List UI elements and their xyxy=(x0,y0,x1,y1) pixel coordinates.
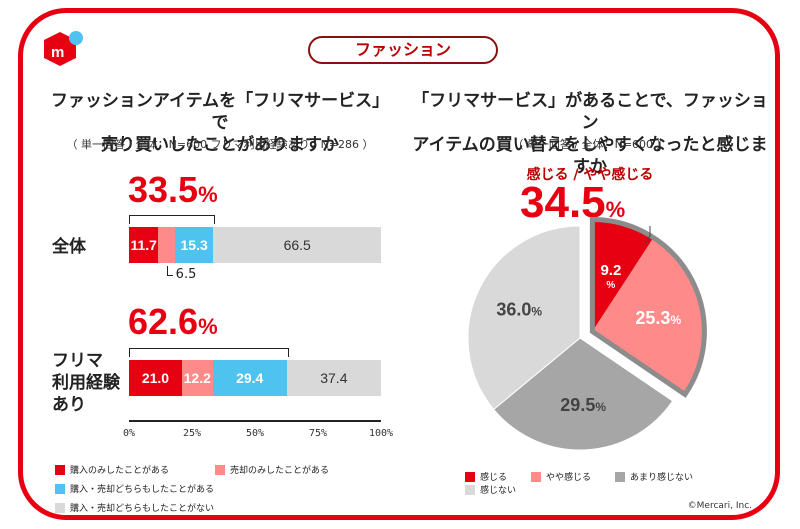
card-frame xyxy=(18,8,780,520)
pie-highlight-value: 34.5% xyxy=(520,178,625,235)
pie-legend-item: 感じない xyxy=(465,483,516,496)
legend-item: 購入・売却どちらもしたことがある xyxy=(55,482,240,495)
legend-swatch xyxy=(465,484,475,495)
bar-data-label: 12.2 xyxy=(183,370,211,386)
bar-total-number: 33.5 xyxy=(128,169,199,210)
left-title-line1: ファッションアイテムを「フリマサービス」で xyxy=(50,91,390,133)
bar-segment xyxy=(158,227,175,263)
bar-data-label: 29.4 xyxy=(236,370,264,386)
bar-total-number: 62.6 xyxy=(128,301,199,342)
pie-highlight-unit: % xyxy=(605,197,626,222)
x-tick-label: 50% xyxy=(245,428,265,439)
x-tick-label: 75% xyxy=(308,428,328,439)
bar-segment: 15.3 xyxy=(174,227,214,263)
legend-label: 購入のみしたことがある xyxy=(70,466,170,476)
legend-item: 購入・売却どちらもしたことがない xyxy=(55,501,214,514)
right-title-line1: 「フリマサービス」があることで、ファッション xyxy=(412,91,768,133)
bar-data-label: 21.0 xyxy=(141,370,170,386)
bar-segment: 66.5 xyxy=(213,227,381,263)
copyright: ©Mercari, Inc. xyxy=(687,501,752,511)
left-question-title: ファッションアイテムを「フリマサービス」で 売り買いしたことがありますか xyxy=(50,90,390,156)
pie-legend-item: やや感じる xyxy=(531,470,591,483)
mercari-logo-icon: m xyxy=(44,31,83,66)
bar-total-highlight: 62.6% xyxy=(128,302,218,347)
legend-swatch xyxy=(55,483,65,494)
bar-category-label: フリマ 利用経験 あり xyxy=(52,351,120,415)
right-subtitle: （ 単一回答 / 全体：N=600 ） xyxy=(512,138,668,151)
bar-category-label: 全体 xyxy=(52,237,86,257)
bar-segment: 21.0 xyxy=(129,360,182,396)
x-tick-label: 25% xyxy=(182,428,202,439)
legend-item: 売却のみしたことがある xyxy=(215,463,329,476)
legend-label: 感じる xyxy=(480,473,508,483)
left-title-line2: 売り買いしたことがありますか xyxy=(101,135,339,155)
pie-legend-item: あまり感じない xyxy=(615,470,693,483)
legend-swatch xyxy=(531,471,542,482)
legend-label: あまり感じない xyxy=(630,473,694,483)
x-tick-label: 100% xyxy=(368,428,394,439)
bar-callout-label: 6.5 xyxy=(166,266,196,282)
stacked-bar: 11.7 15.3 66.5 xyxy=(129,227,381,263)
left-subtitle: （ 単一回答 / 全体：N=600 フリマ利用経験あり：N=286 ） xyxy=(66,138,374,151)
bar-data-label: 15.3 xyxy=(180,237,208,253)
bar-data-label: 37.4 xyxy=(320,370,348,386)
legend-swatch xyxy=(615,471,626,482)
total-bracket xyxy=(129,215,216,224)
legend-item: 購入のみしたことがある xyxy=(55,463,205,476)
pie-legend-item: 感じる xyxy=(465,470,507,483)
legend-swatch xyxy=(465,471,475,482)
pie-highlight-number: 34.5 xyxy=(520,178,606,227)
total-bracket xyxy=(129,348,289,357)
right-title-line2: アイテムの買い替えをしやすくなったと感じますか xyxy=(412,135,768,177)
bar-total-highlight: 33.5% xyxy=(128,170,218,215)
legend-label: 購入・売却どちらもしたことがある xyxy=(70,485,215,495)
bar-legend: 購入のみしたことがある 売却のみしたことがある購入・売却どちらもしたことがある 購入… xyxy=(55,463,395,520)
legend-label: 売却のみしたことがある xyxy=(230,466,330,476)
right-question-title: 「フリマサービス」があることで、ファッション アイテムの買い替えをしやすくなった… xyxy=(405,90,775,178)
x-axis-line xyxy=(129,420,381,422)
bar-segment: 37.4 xyxy=(286,360,381,396)
bar-total-unit: % xyxy=(198,314,218,339)
legend-swatch xyxy=(55,502,65,513)
bar-total-unit: % xyxy=(198,182,218,207)
legend-label: やや感じる xyxy=(546,473,592,483)
bar-data-label: 11.7 xyxy=(130,237,157,253)
svg-text:m: m xyxy=(51,44,64,61)
bar-segment: 29.4 xyxy=(212,360,287,396)
bar-segment: 11.7 xyxy=(129,227,159,263)
legend-swatch xyxy=(215,464,225,475)
bar-segment: 12.2 xyxy=(181,360,213,396)
category-pill: ファッション xyxy=(308,36,498,64)
legend-label: 購入・売却どちらもしたことがない xyxy=(70,504,215,514)
legend-swatch xyxy=(55,464,65,475)
bar-data-label: 66.5 xyxy=(283,237,311,253)
legend-label: 感じない xyxy=(480,486,517,496)
x-tick-label: 0% xyxy=(122,428,136,439)
pie-highlight-label: 感じる / やや感じる xyxy=(526,167,654,183)
pie-legend: 感じる やや感じる あまり感じない感じない xyxy=(465,470,785,496)
stacked-bar: 21.0 12.2 29.4 37.4 xyxy=(129,360,381,396)
